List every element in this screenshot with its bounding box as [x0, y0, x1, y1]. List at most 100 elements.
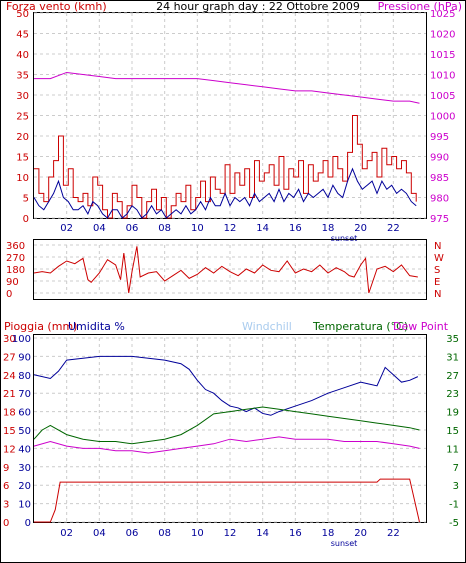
humidity-tick-label: 80 — [18, 371, 31, 382]
sunset-label-bottom: sunset — [331, 539, 358, 548]
wind-x-tick-label: 14 — [256, 223, 269, 234]
humidity-tick-label: 70 — [18, 389, 31, 400]
wind-gust-series-line — [34, 115, 417, 219]
compass-tick-label: E — [434, 277, 440, 288]
wind-tick-label: 40 — [16, 50, 29, 61]
wind-x-tick-label: 08 — [158, 223, 171, 234]
wind-tick-label: 30 — [16, 91, 29, 102]
pressure-tick-label: 995 — [430, 132, 449, 143]
humidity-axis-label: Umidita % — [68, 320, 125, 333]
direction-series-line — [33, 246, 418, 294]
wind-panel-x-ticks: 02 04 06 08 10 12 14 16 18 20 22 — [60, 223, 399, 234]
climate-panel-grid — [34, 337, 426, 523]
temperature-tick-label: 31 — [446, 352, 459, 363]
humidity-ticks: 0 10 20 30 40 50 60 70 80 90 100 — [12, 334, 31, 529]
temperature-ticks: -5 -1 3 7 11 15 19 23 27 31 35 — [446, 334, 459, 529]
wind-x-tick-label: 02 — [60, 223, 73, 234]
wind-tick-label: 25 — [16, 112, 29, 123]
climate-panel-x-ticks: 02 04 06 08 10 12 14 16 18 20 22 — [60, 528, 399, 539]
wind-tick-label: 15 — [16, 153, 29, 164]
climate-x-tick-label: 16 — [289, 528, 302, 539]
chart-title: 24 hour graph day : 22 Ottobre 2009 — [156, 0, 360, 13]
temperature-tick-label: -1 — [449, 500, 459, 511]
pressure-axis-label: Pressione (hPa) — [378, 0, 462, 13]
temperature-series-line — [33, 406, 420, 445]
pressure-tick-label: 990 — [430, 153, 449, 164]
humidity-tick-label: 100 — [12, 334, 31, 345]
rain-tick-label: 0 — [3, 518, 9, 529]
wind-tick-label: 35 — [16, 71, 29, 82]
rain-ticks: 0 3 6 9 12 15 18 21 24 27 30 — [3, 334, 16, 529]
wind-panel-frame — [33, 12, 427, 219]
compass-tick-label: S — [434, 265, 440, 276]
compass-tick-label: W — [434, 253, 444, 264]
rain-tick-label: 9 — [3, 463, 9, 474]
compass-tick-label: N — [434, 241, 441, 252]
wind-x-tick-label: 12 — [224, 223, 237, 234]
pressure-tick-label: 1015 — [430, 50, 455, 61]
wind-tick-label: 0 — [23, 214, 29, 225]
temperature-tick-label: 23 — [446, 389, 459, 400]
pressure-tick-label: 1010 — [430, 71, 455, 82]
windchill-label: Windchill — [242, 320, 292, 333]
rain-tick-label: 24 — [3, 371, 16, 382]
rain-tick-label: 15 — [3, 426, 16, 437]
pressure-tick-label: 980 — [430, 194, 449, 205]
climate-x-tick-label: 14 — [256, 528, 269, 539]
direction-tick-label: 0 — [6, 289, 12, 300]
pressure-series-line — [34, 71, 420, 104]
dewpoint-series-line — [33, 436, 420, 454]
temperature-tick-label: -5 — [449, 518, 459, 529]
wind-x-tick-label: 20 — [354, 223, 367, 234]
wind-panel-series — [33, 71, 420, 219]
temperature-tick-label: 15 — [446, 426, 459, 437]
rain-tick-label: 3 — [3, 500, 9, 511]
pressure-tick-label: 1025 — [430, 9, 455, 20]
sunset-label-top: sunset — [331, 234, 358, 243]
temperature-tick-label: 19 — [446, 408, 459, 419]
humidity-tick-label: 30 — [18, 463, 31, 474]
climate-x-tick-label: 08 — [158, 528, 171, 539]
temperature-tick-label: 7 — [453, 463, 459, 474]
rain-tick-label: 12 — [3, 444, 16, 455]
climate-x-tick-label: 06 — [126, 528, 139, 539]
wind-x-tick-label: 22 — [387, 223, 400, 234]
pressure-tick-label: 975 — [430, 214, 449, 225]
wind-average-series-line — [33, 167, 417, 219]
direction-tick-label: 90 — [6, 277, 19, 288]
pressure-tick-label: 1005 — [430, 91, 455, 102]
direction-panel-series — [33, 246, 418, 294]
climate-x-tick-label: 02 — [60, 528, 73, 539]
humidity-tick-label: 90 — [18, 352, 31, 363]
wind-axis-label: Forza vento (kmh) — [6, 0, 107, 13]
wind-tick-label: 50 — [16, 9, 29, 20]
climate-x-tick-label: 18 — [322, 528, 335, 539]
humidity-tick-label: 50 — [18, 426, 31, 437]
wind-x-tick-label: 06 — [126, 223, 139, 234]
humidity-tick-label: 10 — [18, 500, 31, 511]
temperature-tick-label: 27 — [446, 371, 459, 382]
climate-x-tick-label: 20 — [354, 528, 367, 539]
climate-panel-frame — [33, 334, 427, 523]
temperature-tick-label: 3 — [453, 481, 459, 492]
climate-x-tick-label: 22 — [387, 528, 400, 539]
direction-tick-label: 180 — [6, 265, 25, 276]
direction-panel-grid — [34, 244, 426, 294]
wind-speed-ticks: 0 5 10 15 20 25 30 35 40 45 50 — [16, 9, 29, 225]
humidity-series-line — [33, 355, 419, 416]
temperature-tick-label: 35 — [446, 334, 459, 345]
rain-tick-label: 30 — [3, 334, 16, 345]
climate-x-tick-label: 12 — [224, 528, 237, 539]
pressure-ticks: 975 980 985 990 995 1000 1005 1010 1015 1020 1025 — [430, 9, 455, 225]
wind-x-tick-label: 04 — [93, 223, 106, 234]
pressure-tick-label: 1000 — [430, 112, 455, 123]
rain-tick-label: 6 — [3, 481, 9, 492]
temperature-axis-label: Temperatura (°C) — [312, 320, 408, 333]
pressure-tick-label: 1020 — [430, 30, 455, 41]
direction-panel-frame — [33, 239, 427, 300]
rain-tick-label: 18 — [3, 408, 16, 419]
climate-panel-series — [33, 355, 420, 523]
rain-tick-label: 21 — [3, 389, 16, 400]
